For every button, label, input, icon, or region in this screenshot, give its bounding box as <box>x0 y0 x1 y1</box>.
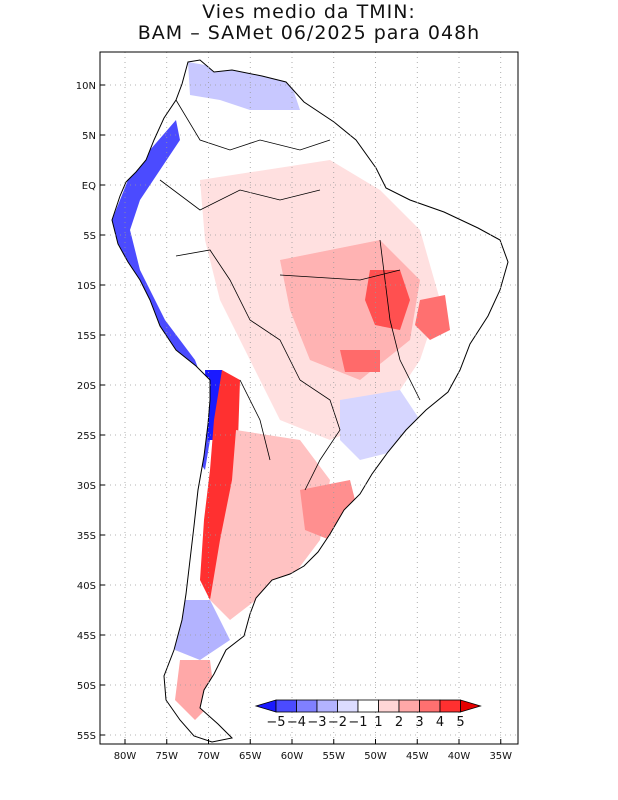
lat-tick-label: 40S <box>77 581 96 592</box>
colorbar-label: 5 <box>456 715 464 730</box>
colorbar-label: −1 <box>348 715 367 730</box>
lon-tick-label: 40W <box>448 751 471 762</box>
border-chile-argentina <box>239 379 271 461</box>
country-borders <box>159 99 421 491</box>
lon-tick-label: 80W <box>114 751 137 762</box>
lon-tick-label: 75W <box>155 751 178 762</box>
latitude-labels: 10N 5N EQ 5S 10S 15S 20S 25S 30S 35S 40S 45S 50S 55S <box>76 81 105 742</box>
map-frame <box>99 51 519 745</box>
bias-cool-patagonia <box>170 600 230 660</box>
lon-tick-label: 55W <box>322 751 345 762</box>
lat-tick-label: 10N <box>76 81 96 92</box>
bias-cool-north <box>188 62 300 110</box>
title-line-1: Vies medio da TMIN: <box>202 1 416 23</box>
border-peru-bolivia <box>175 249 301 381</box>
lat-tick-label: 5S <box>83 231 96 242</box>
border-brazil-states <box>379 239 421 401</box>
lat-tick-label: EQ <box>82 181 96 192</box>
colorbar-box <box>275 699 297 713</box>
lat-tick-label: 25S <box>77 431 96 442</box>
bias-cold-andes <box>112 120 210 470</box>
colorbar-box <box>316 699 338 713</box>
bias-hot-spot-2 <box>415 295 450 340</box>
colorbar-label: 1 <box>374 715 382 730</box>
colorbar-label: 2 <box>395 715 403 730</box>
border-north <box>175 99 331 151</box>
colorbar-box <box>398 699 420 713</box>
border-paraguay <box>299 379 341 491</box>
colorbar: −5 −4 −3 −2 −1 1 2 3 4 5 <box>254 699 482 730</box>
title-line-2: BAM – SAMet 06/2025 para 048h <box>137 22 481 44</box>
lon-tick-label: 35W <box>489 751 512 762</box>
longitude-labels: 80W 75W 70W 65W 60W 55W 50W 45W 40W 35W <box>114 739 512 762</box>
colorbar-max-triangle <box>460 699 482 713</box>
lat-tick-label: 50S <box>77 681 96 692</box>
colorbar-box <box>357 699 379 713</box>
lat-tick-label: 15S <box>77 331 96 342</box>
colorbar-box <box>378 699 400 713</box>
colorbar-label: −2 <box>328 715 347 730</box>
lon-tick-label: 45W <box>406 751 429 762</box>
lat-tick-label: 55S <box>77 731 96 742</box>
lon-tick-label: 50W <box>364 751 387 762</box>
bias-hot-spot-3 <box>340 350 380 372</box>
colorbar-box <box>296 699 318 713</box>
bias-warm-pampas <box>210 430 330 620</box>
map-title: Vies medio da TMIN: BAM – SAMet 06/2025 … <box>0 2 618 44</box>
colorbar-box <box>439 699 461 713</box>
lon-tick-label: 70W <box>197 751 220 762</box>
lon-tick-label: 60W <box>281 751 304 762</box>
border-brazil-inner-1 <box>279 269 401 281</box>
border-colombia-brazil <box>159 179 321 211</box>
lat-tick-label: 35S <box>77 531 96 542</box>
colorbar-label: −5 <box>266 715 285 730</box>
lat-tick-label: 30S <box>77 481 96 492</box>
lat-tick-label: 20S <box>77 381 96 392</box>
lat-tick-label: 10S <box>77 281 96 292</box>
colorbar-box <box>419 699 441 713</box>
colorbar-label: −4 <box>287 715 306 730</box>
lat-tick-label: 45S <box>77 631 96 642</box>
colorbar-label: −3 <box>307 715 326 730</box>
graticule <box>100 52 518 744</box>
lon-tick-label: 65W <box>239 751 262 762</box>
colorbar-label: 3 <box>415 715 423 730</box>
lat-tick-label: 5N <box>82 131 96 142</box>
colorbar-label: 4 <box>436 715 444 730</box>
colorbar-box <box>337 699 359 713</box>
